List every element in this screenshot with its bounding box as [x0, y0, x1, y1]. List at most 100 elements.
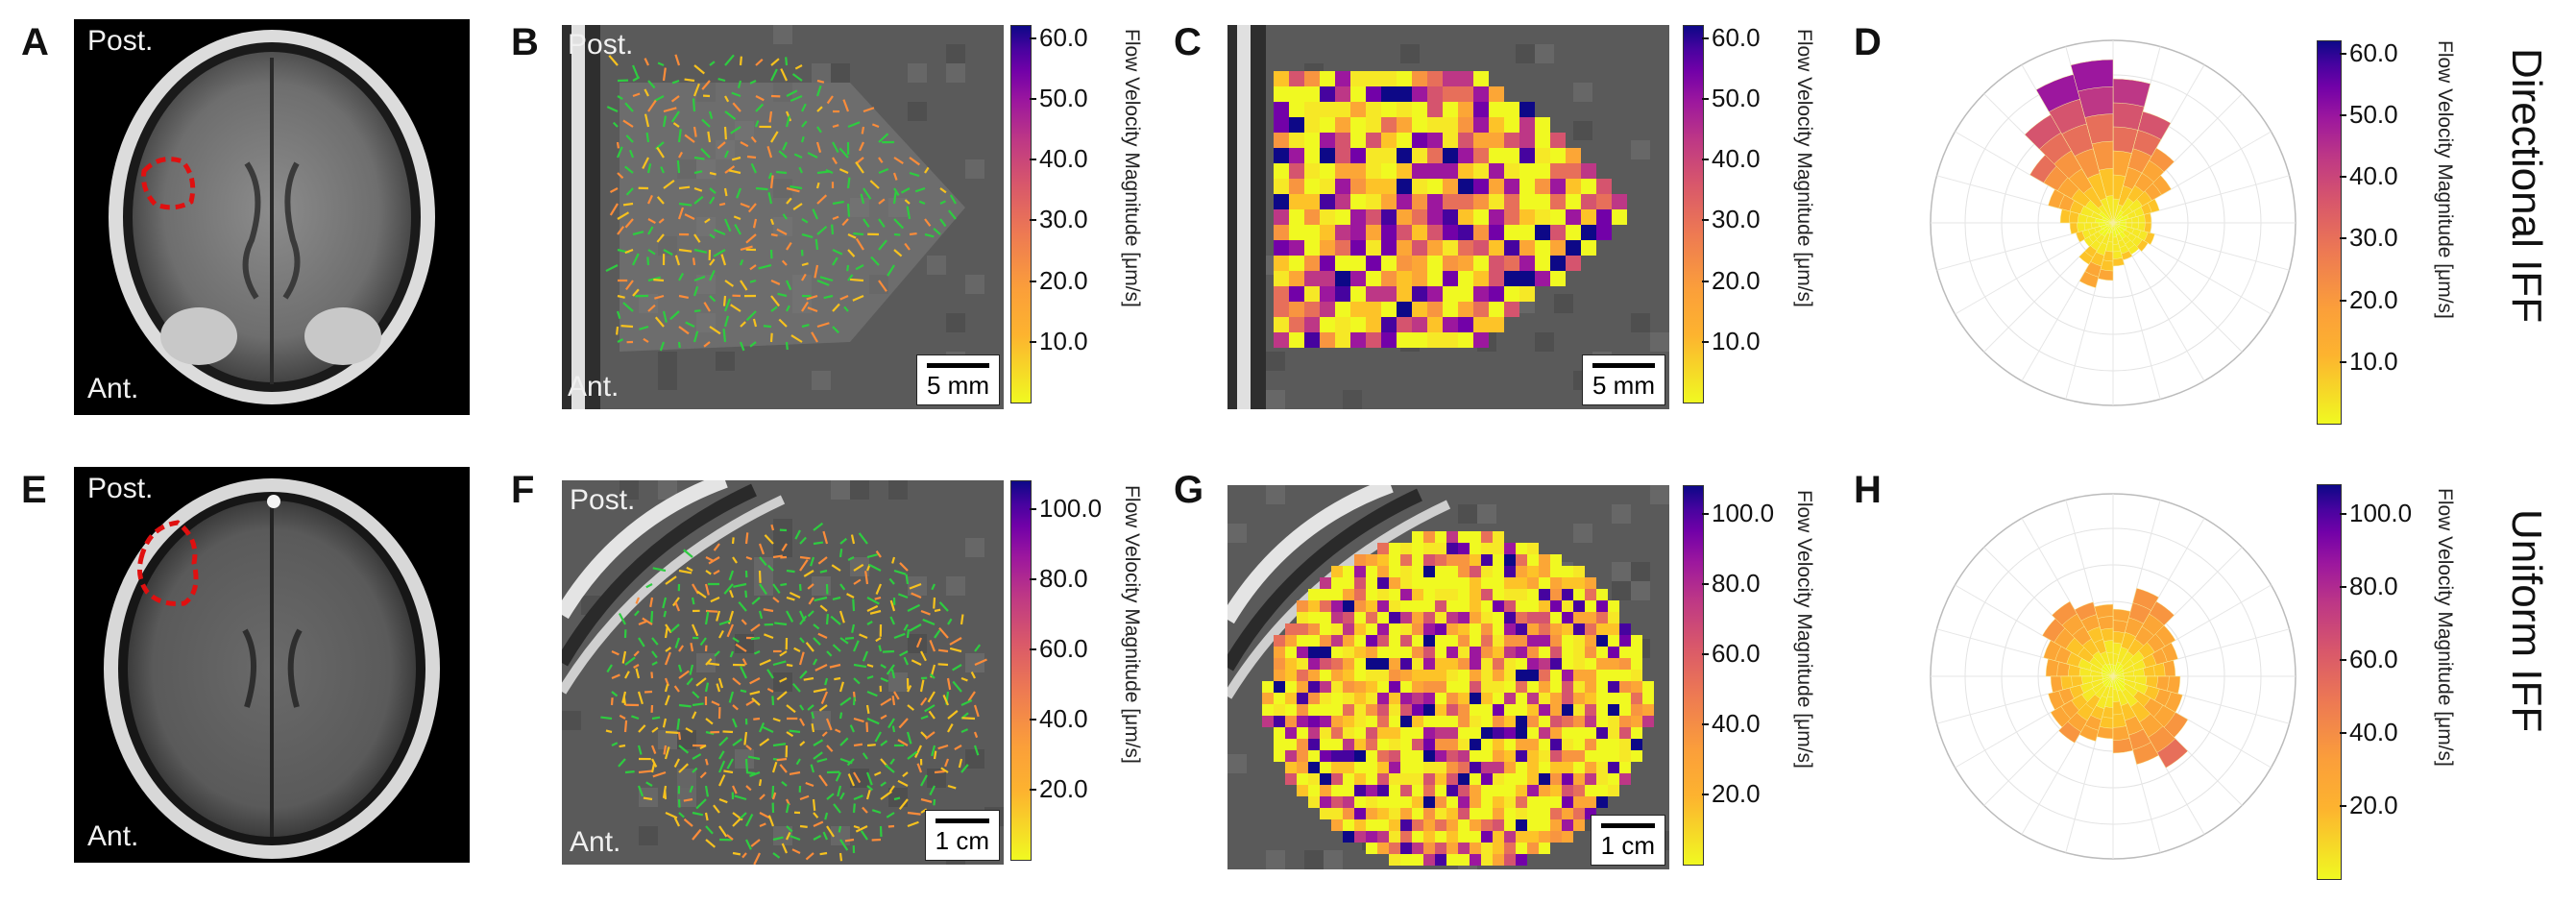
- colorbar-tick-mark: [1030, 159, 1036, 161]
- colorbar-c: [1683, 25, 1704, 403]
- colorbar-tick-mark: [1702, 340, 1709, 343]
- vector-field-image-b: Post. Ant. 5 mm: [562, 25, 1004, 409]
- colorbar-h: [2317, 484, 2342, 880]
- colorbar-tick-label: 10.0: [2349, 346, 2398, 376]
- colorbar-tick-label: 30.0: [1039, 205, 1088, 234]
- colorbar-tick-label: 80.0: [2349, 572, 2398, 601]
- colorbar-tick-label: 10.0: [1712, 326, 1761, 355]
- colorbar-tick-label: 60.0: [1039, 22, 1088, 52]
- colorbar-ticks-c: 60.0 50.0 40.0 30.0 20.0 10.0: [1702, 23, 1788, 402]
- panel-letter-d: D: [1854, 21, 1882, 63]
- colorbar-g: [1683, 485, 1704, 866]
- colorbar-tick-mark: [1030, 648, 1036, 651]
- colorbar-tick-mark: [2340, 732, 2346, 735]
- colorbar-tick-mark: [1030, 340, 1036, 343]
- vector-field-image-f: Post. Ant. 1 cm: [562, 480, 1004, 865]
- colorbar-tick-mark: [2340, 114, 2346, 117]
- colorbar-tick-mark: [1030, 789, 1036, 792]
- panel-letter-g: G: [1174, 469, 1204, 511]
- colorbar-tick-mark: [1702, 37, 1709, 39]
- velocity-map-image-c: 5 mm: [1227, 25, 1669, 409]
- colorbar-tick-label: 50.0: [1039, 83, 1088, 112]
- polar-rose-chart-d: [1911, 21, 2315, 425]
- colorbar-tick-label: 40.0: [2349, 718, 2398, 747]
- colorbar-tick-label: 60.0: [1039, 634, 1088, 664]
- colorbar-tick-mark: [1030, 280, 1036, 282]
- colorbar-label-h: Flow Velocity Magnitude [μm/s]: [2434, 488, 2456, 767]
- colorbar-tick-label: 20.0: [1712, 265, 1761, 295]
- colorbar-tick-label: 50.0: [1712, 83, 1761, 112]
- anterior-label-b: Ant.: [568, 371, 620, 403]
- colorbar-tick-label: 50.0: [2349, 100, 2398, 130]
- colorbar-tick-label: 20.0: [1712, 779, 1761, 809]
- colorbar-tick-mark: [2340, 299, 2346, 302]
- colorbar-tick-label: 60.0: [2349, 645, 2398, 674]
- colorbar-tick-label: 10.0: [1039, 326, 1088, 355]
- scale-bar-b: 5 mm: [916, 354, 1000, 405]
- panel-letter-h: H: [1854, 469, 1882, 511]
- colorbar-tick-label: 80.0: [1712, 569, 1761, 599]
- colorbar-tick-mark: [1030, 97, 1036, 100]
- colorbar-tick-label: 20.0: [1039, 265, 1088, 295]
- posterior-label-e: Post.: [87, 473, 154, 504]
- panel-letter-a: A: [21, 21, 49, 63]
- colorbar-label-f: Flow Velocity Magnitude [μm/s]: [1121, 485, 1143, 764]
- colorbar-ticks-b: 60.0 50.0 40.0 30.0 20.0 10.0: [1030, 22, 1116, 402]
- colorbar-tick-label: 40.0: [1039, 144, 1088, 174]
- colorbar-tick-mark: [1030, 508, 1036, 511]
- colorbar-tick-mark: [2340, 659, 2346, 662]
- panel-letter-e: E: [21, 469, 47, 511]
- colorbar-b: [1010, 25, 1032, 403]
- colorbar-tick-mark: [2340, 176, 2346, 179]
- colorbar-tick-label: 30.0: [1712, 205, 1761, 234]
- anterior-label-e: Ant.: [87, 820, 139, 852]
- scale-bar-f: 1 cm: [924, 810, 1000, 861]
- colorbar-tick-label: 40.0: [1039, 704, 1088, 734]
- colorbar-f: [1010, 480, 1032, 861]
- colorbar-tick-mark: [1702, 513, 1709, 516]
- scale-bar-g: 1 cm: [1590, 815, 1665, 866]
- posterior-label-a: Post.: [87, 25, 154, 57]
- colorbar-tick-mark: [1030, 219, 1036, 222]
- colorbar-tick-mark: [1702, 653, 1709, 656]
- colorbar-tick-mark: [1702, 583, 1709, 586]
- colorbar-tick-label: 100.0: [1712, 499, 1775, 528]
- colorbar-tick-mark: [2340, 513, 2346, 516]
- velocity-map-image-g: 1 cm: [1227, 485, 1669, 869]
- colorbar-tick-mark: [1702, 97, 1709, 100]
- row-label-directional: Directional IFF: [2503, 48, 2550, 324]
- colorbar-tick-mark: [2340, 237, 2346, 240]
- colorbar-tick-label: 100.0: [2349, 499, 2413, 528]
- colorbar-d: [2317, 40, 2342, 425]
- colorbar-tick-mark: [2340, 586, 2346, 589]
- colorbar-label-c: Flow Velocity Magnitude [μm/s]: [1793, 29, 1815, 307]
- colorbar-tick-mark: [2340, 360, 2346, 363]
- colorbar-tick-mark: [1030, 37, 1036, 39]
- colorbar-tick-mark: [1702, 219, 1709, 222]
- colorbar-tick-label: 20.0: [2349, 791, 2398, 820]
- anterior-label-a: Ant.: [87, 373, 139, 404]
- colorbar-tick-label: 40.0: [1712, 144, 1761, 174]
- colorbar-tick-mark: [1702, 159, 1709, 161]
- colorbar-tick-label: 20.0: [1039, 774, 1088, 804]
- anterior-label-f: Ant.: [570, 826, 621, 858]
- colorbar-tick-mark: [1702, 280, 1709, 282]
- colorbar-tick-mark: [1030, 578, 1036, 581]
- colorbar-tick-label: 40.0: [1712, 709, 1761, 739]
- panel-letter-f: F: [511, 469, 535, 511]
- colorbar-ticks-g: 100.0 80.0 60.0 40.0 20.0: [1702, 485, 1788, 864]
- panel-letter-c: C: [1174, 21, 1202, 63]
- colorbar-tick-label: 30.0: [2349, 223, 2398, 253]
- mri-axial-image-e: Post. Ant.: [74, 467, 470, 863]
- colorbar-tick-label: 100.0: [1039, 494, 1103, 524]
- mri-axial-image-a: Post. Ant.: [74, 19, 470, 415]
- colorbar-ticks-f: 100.0 80.0 60.0 40.0 20.0: [1030, 480, 1116, 859]
- colorbar-tick-label: 40.0: [2349, 161, 2398, 191]
- roi-outline: [137, 520, 199, 606]
- row-label-uniform: Uniform IFF: [2503, 509, 2550, 733]
- colorbar-label-g: Flow Velocity Magnitude [μm/s]: [1793, 490, 1815, 769]
- panel-letter-b: B: [511, 21, 539, 63]
- posterior-label-b: Post.: [568, 29, 634, 61]
- colorbar-tick-mark: [1702, 794, 1709, 796]
- colorbar-label-d: Flow Velocity Magnitude [μm/s]: [2434, 40, 2456, 319]
